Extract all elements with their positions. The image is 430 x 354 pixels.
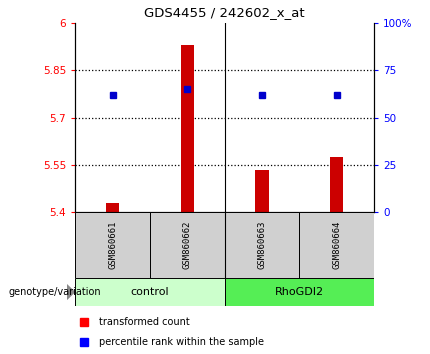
Bar xyxy=(255,170,269,212)
Bar xyxy=(181,45,194,212)
Text: GSM860663: GSM860663 xyxy=(258,221,267,269)
Text: percentile rank within the sample: percentile rank within the sample xyxy=(99,337,264,348)
Text: GSM860662: GSM860662 xyxy=(183,221,192,269)
Title: GDS4455 / 242602_x_at: GDS4455 / 242602_x_at xyxy=(144,6,305,19)
Bar xyxy=(150,212,224,278)
Text: GSM860661: GSM860661 xyxy=(108,221,117,269)
Bar xyxy=(75,278,224,306)
Text: control: control xyxy=(131,287,169,297)
Bar xyxy=(224,212,299,278)
Polygon shape xyxy=(67,285,74,299)
Text: GSM860664: GSM860664 xyxy=(332,221,341,269)
Bar xyxy=(75,212,150,278)
Bar xyxy=(330,157,344,212)
Bar xyxy=(106,203,120,212)
Text: transformed count: transformed count xyxy=(99,317,190,327)
Bar xyxy=(224,278,374,306)
Text: RhoGDI2: RhoGDI2 xyxy=(275,287,324,297)
Bar xyxy=(299,212,374,278)
Text: genotype/variation: genotype/variation xyxy=(9,287,101,297)
